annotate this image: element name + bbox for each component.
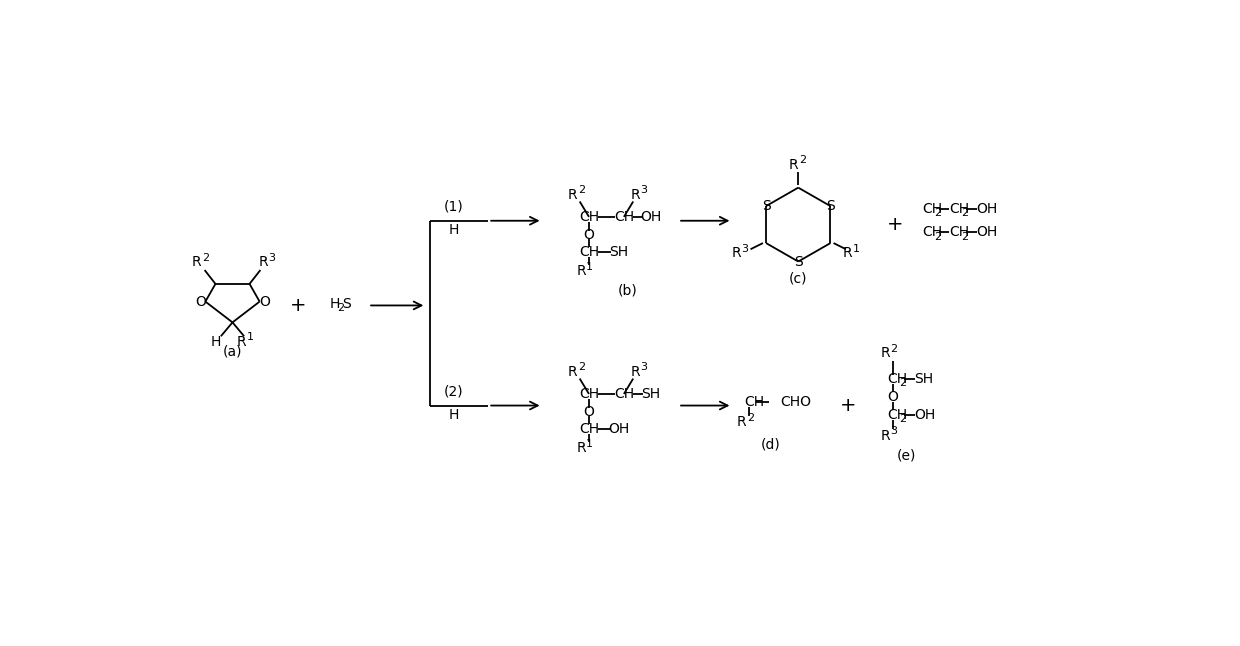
- Text: OH: OH: [640, 210, 662, 224]
- Text: SH: SH: [609, 245, 627, 258]
- Text: 3: 3: [890, 426, 897, 436]
- Text: 1: 1: [853, 244, 859, 254]
- Text: 1: 1: [587, 262, 593, 271]
- Text: R: R: [843, 246, 852, 260]
- Text: 2: 2: [961, 209, 968, 218]
- Text: O: O: [259, 295, 270, 309]
- Text: SH: SH: [915, 371, 934, 386]
- Text: R: R: [631, 364, 640, 379]
- Text: H: H: [330, 297, 340, 311]
- Text: 1: 1: [587, 439, 593, 449]
- Text: 2: 2: [578, 362, 585, 373]
- Text: CH: CH: [888, 371, 908, 386]
- Text: CH: CH: [614, 210, 634, 224]
- Text: R: R: [631, 187, 640, 202]
- Text: H: H: [448, 223, 459, 237]
- Text: R: R: [577, 441, 587, 455]
- Text: R: R: [880, 428, 890, 443]
- Text: R: R: [789, 158, 799, 172]
- Text: H: H: [448, 408, 459, 422]
- Text: R: R: [237, 335, 247, 349]
- Text: R: R: [568, 187, 578, 202]
- Text: R: R: [259, 255, 268, 269]
- Text: CH: CH: [950, 202, 970, 216]
- Text: 2: 2: [934, 209, 941, 218]
- Text: OH: OH: [977, 202, 998, 216]
- Text: (a): (a): [223, 344, 242, 359]
- Text: 2: 2: [578, 185, 585, 195]
- Text: (b): (b): [618, 283, 637, 297]
- Text: R: R: [880, 346, 890, 360]
- Text: (c): (c): [789, 271, 807, 286]
- Text: CH: CH: [614, 387, 634, 401]
- Text: (d): (d): [761, 437, 781, 451]
- Text: R: R: [577, 264, 587, 278]
- Text: H: H: [211, 335, 222, 349]
- Text: (e): (e): [897, 448, 916, 463]
- Text: (1): (1): [444, 200, 464, 214]
- Text: S: S: [761, 199, 770, 213]
- Text: +: +: [887, 215, 904, 234]
- Text: 2: 2: [746, 413, 754, 423]
- Text: 2: 2: [890, 344, 898, 354]
- Text: (2): (2): [444, 384, 464, 399]
- Text: +: +: [841, 396, 857, 415]
- Text: 3: 3: [742, 244, 749, 254]
- Text: O: O: [584, 227, 594, 242]
- Text: R: R: [732, 246, 742, 260]
- Text: 2: 2: [899, 378, 906, 388]
- Text: CHO: CHO: [780, 395, 811, 409]
- Text: S: S: [794, 255, 802, 269]
- Text: OH: OH: [608, 422, 629, 435]
- Text: CH: CH: [950, 225, 970, 239]
- Text: +: +: [290, 296, 306, 315]
- Text: O: O: [888, 390, 898, 404]
- Text: CH: CH: [579, 422, 599, 435]
- Text: CH: CH: [923, 225, 942, 239]
- Text: 3: 3: [269, 253, 275, 263]
- Text: O: O: [584, 404, 594, 419]
- Text: 2: 2: [961, 231, 968, 242]
- Text: CH: CH: [579, 387, 599, 401]
- Text: OH: OH: [977, 225, 998, 239]
- Text: SH: SH: [641, 387, 661, 401]
- Text: S: S: [342, 297, 351, 311]
- Text: R: R: [737, 415, 746, 430]
- Text: 2: 2: [799, 155, 806, 165]
- Text: 3: 3: [641, 362, 647, 373]
- Text: OH: OH: [915, 408, 936, 422]
- Text: 2: 2: [934, 231, 941, 242]
- Text: R: R: [192, 255, 202, 269]
- Text: CH: CH: [579, 245, 599, 258]
- Text: CH: CH: [744, 395, 764, 409]
- Text: 2: 2: [202, 253, 210, 263]
- Text: 1: 1: [247, 333, 254, 342]
- Text: S: S: [826, 199, 835, 213]
- Text: 3: 3: [641, 185, 647, 195]
- Text: 2: 2: [337, 303, 345, 313]
- Text: CH: CH: [579, 210, 599, 224]
- Text: R: R: [568, 364, 578, 379]
- Text: O: O: [195, 295, 206, 309]
- Text: CH: CH: [923, 202, 942, 216]
- Text: CH: CH: [888, 408, 908, 422]
- Text: 2: 2: [899, 414, 906, 424]
